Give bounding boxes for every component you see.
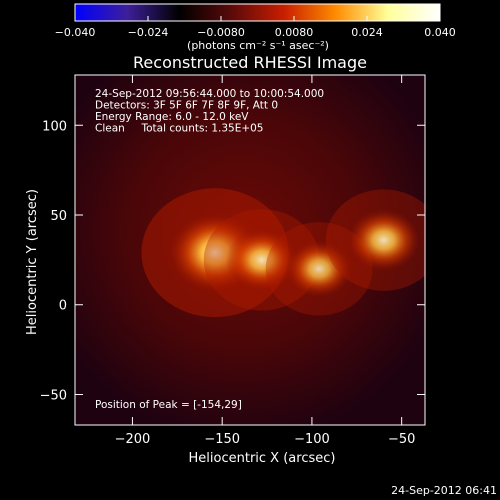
colorbar-tick-label: 0.024 — [351, 26, 383, 39]
annotation-line: Clean Total counts: 1.35E+05 — [95, 123, 264, 135]
x-tick-label: −200 — [115, 432, 151, 447]
x-tick-label: −50 — [388, 432, 415, 447]
footer-timestamp: 24-Sep-2012 06:41 — [391, 484, 497, 497]
y-tick-label: 0 — [59, 299, 67, 314]
source-blob — [285, 240, 353, 298]
colorbar-tick-label: −0.024 — [128, 26, 169, 39]
x-tick-label: −100 — [294, 432, 330, 447]
x-tick-label: −150 — [204, 432, 240, 447]
y-tick-label: −50 — [40, 388, 67, 403]
colorbar-tick-label: 0.040 — [424, 26, 456, 39]
colorbar-ticks: −0.040 −0.024 −0.0080 0.0080 0.024 0.040 — [55, 16, 456, 39]
annotation-line: Detectors: 3F 5F 6F 7F 8F 9F, Att 0 — [95, 100, 278, 112]
chart-title: Reconstructed RHESSI Image — [133, 53, 367, 72]
plot-frame — [74, 74, 426, 426]
annotation-line: Energy Range: 6.0 - 12.0 keV — [95, 111, 249, 123]
colorbar-tick-label: 0.0080 — [275, 26, 314, 39]
peak-position-label: Position of Peak = [-154,29] — [95, 399, 242, 411]
y-axis-label: Heliocentric Y (arcsec) — [25, 189, 40, 335]
y-tick-label: 50 — [50, 209, 67, 224]
x-axis-label: Heliocentric X (arcsec) — [189, 451, 336, 466]
image-area — [75, 75, 425, 425]
x-axis-ticks: −200 −150 −100 −50 — [115, 75, 415, 447]
colorbar-tick-label: −0.0080 — [197, 26, 245, 39]
source-blob — [225, 229, 298, 291]
source-blob — [347, 209, 420, 271]
y-tick-label: 100 — [42, 119, 67, 134]
colorbar — [74, 3, 441, 22]
annotation-line: 24-Sep-2012 09:56:44.000 to 10:00:54.000 — [95, 88, 324, 100]
colorbar-tick-label: −0.040 — [55, 26, 96, 39]
colorbar-unit-label: (photons cm⁻² s⁻¹ asec⁻²) — [187, 39, 329, 52]
y-axis-ticks: −50 0 50 100 — [40, 119, 425, 403]
annotation-block: 24-Sep-2012 09:56:44.000 to 10:00:54.000… — [95, 88, 324, 135]
sources-layer — [141, 188, 425, 318]
